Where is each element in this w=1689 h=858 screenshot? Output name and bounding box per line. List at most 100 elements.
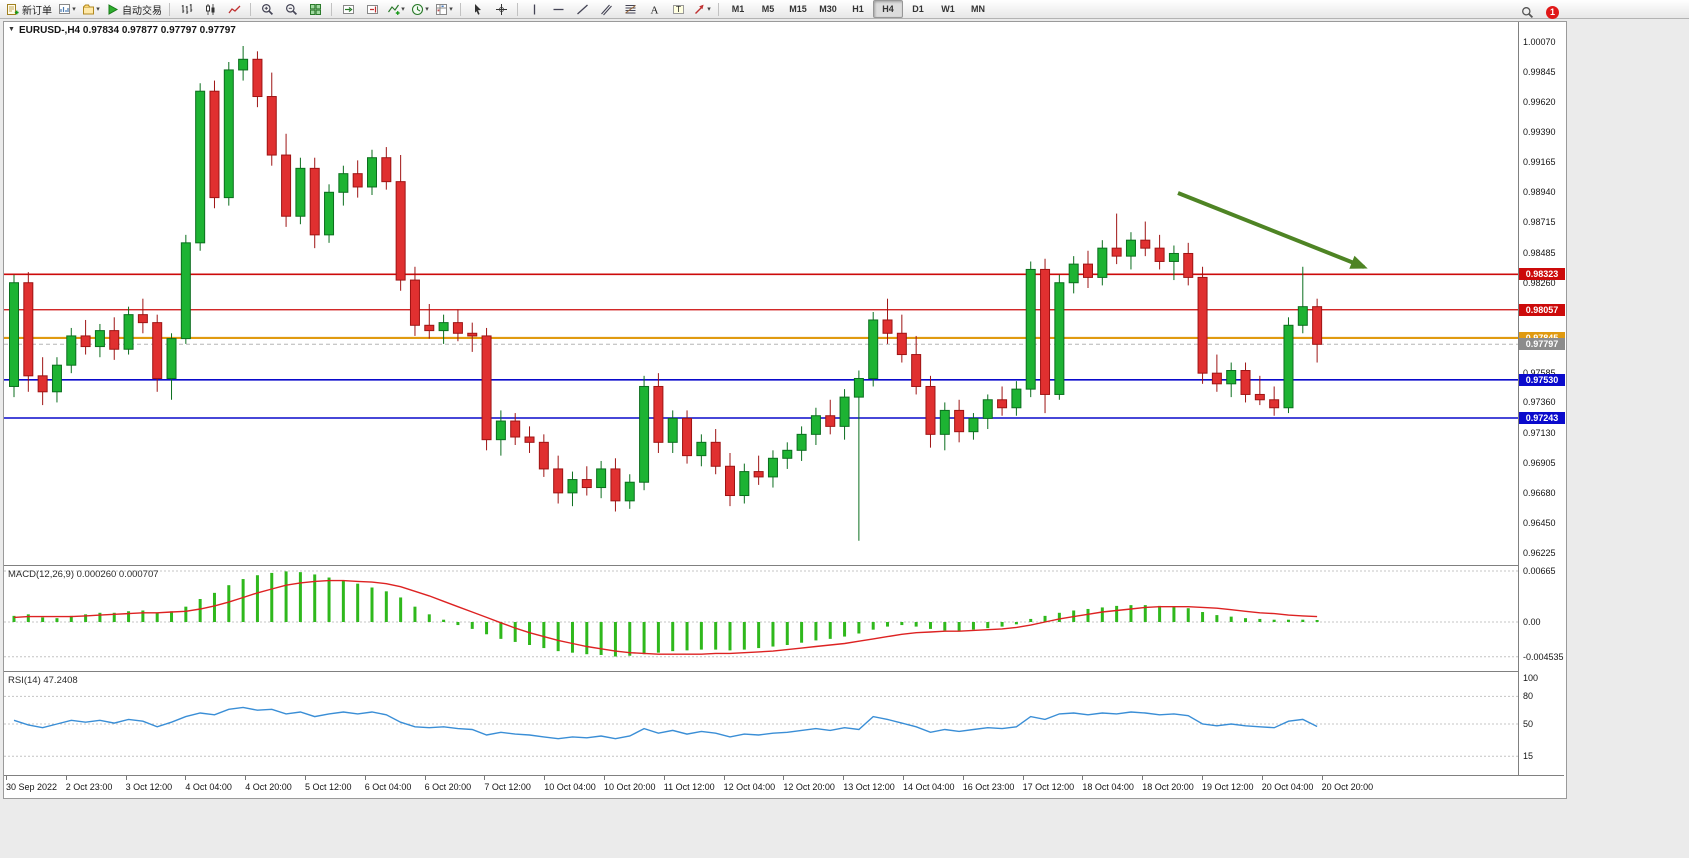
new-order-button[interactable]: 新订单 [3, 0, 55, 18]
tf-m5[interactable]: M5 [753, 0, 783, 18]
periods-button[interactable]: ▾ [408, 0, 432, 18]
time-tick-mark [65, 776, 67, 780]
zoom-out-button[interactable] [279, 0, 303, 18]
crosshair-button[interactable] [489, 0, 513, 18]
candle [581, 466, 592, 496]
text-label-button[interactable]: T [666, 0, 690, 18]
toolbar-group-trade: 新订单 ▾ ▾ 自动交易 [3, 0, 165, 18]
new-chart-button[interactable]: ▾ [55, 0, 79, 18]
candle [295, 157, 306, 225]
rsi-tick-label: 15 [1523, 751, 1534, 762]
tf-d1[interactable]: D1 [903, 0, 933, 18]
templates-icon [435, 3, 448, 16]
bar-chart-button[interactable] [174, 0, 198, 18]
candle [1269, 386, 1280, 416]
toolbar-group-zoom [255, 0, 327, 18]
time-tick-mark [1321, 776, 1323, 780]
current-price-tag: 0.97797 [1519, 338, 1565, 351]
price-tick-label: 0.98715 [1523, 217, 1556, 228]
time-tick-mark [484, 776, 486, 780]
templates-button[interactable]: ▾ [432, 0, 456, 18]
time-tick-mark [663, 776, 665, 780]
dropdown-caret-icon[interactable]: ▾ [72, 6, 76, 13]
price-tick-label: 0.96225 [1523, 548, 1556, 559]
one-click-trading-icon[interactable]: ▼ [8, 26, 15, 33]
time-tick-label: 19 Oct 12:00 [1202, 782, 1254, 792]
auto-scroll-button[interactable] [336, 0, 360, 18]
macd-tick-label: 0.00 [1523, 617, 1541, 627]
price-chart-canvas[interactable] [4, 22, 1518, 565]
time-tick-label: 12 Oct 20:00 [783, 782, 835, 792]
tf-h1[interactable]: H1 [843, 0, 873, 18]
channel-button[interactable] [594, 0, 618, 18]
candle [37, 357, 48, 406]
candle [1211, 354, 1222, 392]
text-button[interactable]: A [642, 0, 666, 18]
time-tick-label: 17 Oct 12:00 [1022, 782, 1075, 792]
rsi-label: RSI(14) 47.2408 [8, 675, 78, 686]
candle [839, 389, 850, 440]
tf-m15[interactable]: M15 [783, 0, 813, 18]
tf-mn[interactable]: MN [963, 0, 993, 18]
cursor-button[interactable] [465, 0, 489, 18]
candle [9, 274, 19, 398]
toolbar-separator [460, 2, 461, 16]
candles-icon [204, 3, 217, 16]
horizontal-line-button[interactable] [546, 0, 570, 18]
price-axis[interactable]: 1.00070 0.99845 0.99620 0.99390 0.99165 0.989… [1518, 22, 1565, 775]
time-axis[interactable]: 30 Sep 2022 2 Oct 23:00 3 Oct 12:00 4 Oct 0… [4, 775, 1564, 796]
dropdown-caret-icon[interactable]: ▾ [425, 6, 429, 13]
candlestick-chart-button[interactable] [198, 0, 222, 18]
autotrading-button[interactable]: 自动交易 [103, 0, 165, 18]
time-tick-mark [424, 776, 426, 780]
candle [810, 407, 821, 445]
time-tick-label: 20 Oct 20:00 [1321, 782, 1374, 792]
dropdown-caret-icon[interactable]: ▾ [96, 6, 100, 13]
dropdown-caret-icon[interactable]: ▾ [401, 6, 405, 13]
candle [710, 429, 721, 475]
indicators-button[interactable]: ▾ [384, 0, 408, 18]
macd-signal-line [13, 579, 1318, 655]
notification-badge[interactable]: 1 [1546, 5, 1559, 19]
chart-shift-button[interactable] [360, 0, 384, 18]
rsi-pane[interactable]: RSI(14) 47.2408 [4, 671, 1518, 775]
price-tick-label: 0.96905 [1523, 457, 1556, 468]
time-tick-label: 20 Oct 04:00 [1261, 782, 1314, 792]
dropdown-caret-icon[interactable]: ▾ [449, 6, 453, 13]
tf-w1[interactable]: W1 [933, 0, 963, 18]
tf-m1[interactable]: M1 [723, 0, 753, 18]
candle [882, 298, 893, 344]
price-tag-0.98323: 0.98323 [1519, 268, 1565, 281]
macd-canvas[interactable] [4, 566, 1518, 671]
line-chart-button[interactable] [222, 0, 246, 18]
new-order-icon [6, 3, 19, 16]
arrows-button[interactable]: ▾ [690, 0, 714, 18]
dropdown-caret-icon[interactable]: ▾ [707, 6, 711, 13]
price-chart-pane[interactable]: ▼ EURUSD-,H4 0.97834 0.97877 0.97797 0.9… [4, 22, 1518, 565]
fibonacci-button[interactable] [618, 0, 642, 18]
candle [481, 327, 492, 451]
trend-arrow[interactable] [1177, 191, 1368, 269]
tf-m30[interactable]: M30 [813, 0, 843, 18]
profiles-button[interactable]: ▾ [79, 0, 103, 18]
candle [997, 386, 1008, 416]
candle [1254, 375, 1265, 406]
time-tick-label: 7 Oct 12:00 [484, 782, 531, 792]
vertical-line-button[interactable] [522, 0, 546, 18]
candle [1283, 317, 1294, 414]
candle [510, 413, 521, 445]
trendline-button[interactable] [570, 0, 594, 18]
candle [639, 375, 650, 491]
rsi-canvas[interactable] [4, 672, 1518, 775]
macd-pane[interactable]: MACD(12,26,9) 0.000260 0.000707 [4, 565, 1518, 671]
candle [982, 394, 993, 430]
textlabel-icon: T [672, 3, 685, 16]
search-button[interactable] [1515, 3, 1539, 21]
candle [782, 442, 793, 469]
zoom-in-button[interactable] [255, 0, 279, 18]
periods-icon [411, 3, 424, 16]
rsi-line [13, 706, 1318, 740]
tf-h4[interactable]: H4 [873, 0, 903, 18]
candle [696, 434, 707, 467]
tile-windows-button[interactable] [303, 0, 327, 18]
